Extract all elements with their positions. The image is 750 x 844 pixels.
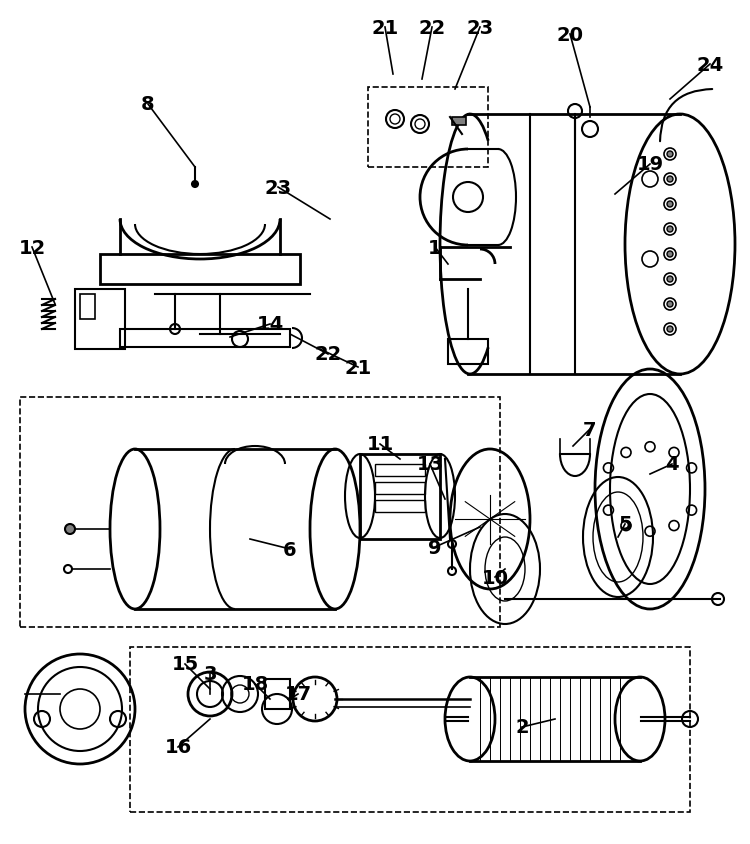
- Circle shape: [667, 202, 673, 208]
- Bar: [448, 339, 488, 365]
- Text: 24: 24: [696, 56, 724, 74]
- Text: 6: 6: [284, 540, 297, 559]
- Bar: [100, 255, 300, 284]
- Text: 13: 13: [416, 455, 443, 474]
- Text: 21: 21: [371, 19, 399, 37]
- Bar: [452, 118, 466, 126]
- Text: 1: 1: [428, 238, 442, 257]
- Text: 7: 7: [584, 420, 597, 439]
- Text: 5: 5: [618, 515, 632, 534]
- Circle shape: [65, 524, 75, 534]
- Text: 11: 11: [367, 435, 394, 454]
- Circle shape: [667, 227, 673, 233]
- Circle shape: [667, 327, 673, 333]
- Text: 22: 22: [419, 19, 446, 37]
- Text: 2: 2: [515, 717, 529, 737]
- Bar: [20, 398, 500, 627]
- Bar: [360, 454, 440, 539]
- Text: 15: 15: [172, 655, 199, 674]
- Text: 8: 8: [141, 95, 154, 115]
- Text: 9: 9: [428, 538, 442, 557]
- Bar: [368, 88, 488, 168]
- Circle shape: [667, 176, 673, 183]
- Text: 12: 12: [19, 238, 46, 257]
- Circle shape: [667, 252, 673, 257]
- Bar: [375, 483, 425, 495]
- Bar: [265, 679, 290, 709]
- Bar: [80, 295, 95, 320]
- Text: 23: 23: [265, 178, 292, 197]
- Text: 16: 16: [164, 738, 192, 756]
- Bar: [75, 289, 125, 349]
- Text: 22: 22: [314, 345, 342, 364]
- Text: 4: 4: [665, 455, 679, 474]
- Bar: [130, 647, 690, 812]
- Circle shape: [667, 301, 673, 307]
- Bar: [375, 464, 425, 476]
- Circle shape: [667, 277, 673, 283]
- Text: 3: 3: [203, 665, 217, 684]
- Text: 17: 17: [284, 684, 311, 704]
- Text: 20: 20: [556, 25, 584, 45]
- Circle shape: [192, 181, 198, 187]
- Text: 18: 18: [242, 674, 268, 694]
- Text: 21: 21: [344, 358, 372, 377]
- Circle shape: [667, 152, 673, 158]
- Bar: [120, 330, 290, 348]
- Text: 23: 23: [466, 19, 494, 37]
- Bar: [375, 500, 425, 512]
- Text: 19: 19: [637, 155, 664, 175]
- Text: 14: 14: [256, 315, 284, 334]
- Text: 10: 10: [482, 568, 508, 587]
